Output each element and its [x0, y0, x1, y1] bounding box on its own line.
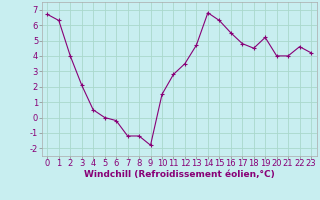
- X-axis label: Windchill (Refroidissement éolien,°C): Windchill (Refroidissement éolien,°C): [84, 170, 275, 179]
